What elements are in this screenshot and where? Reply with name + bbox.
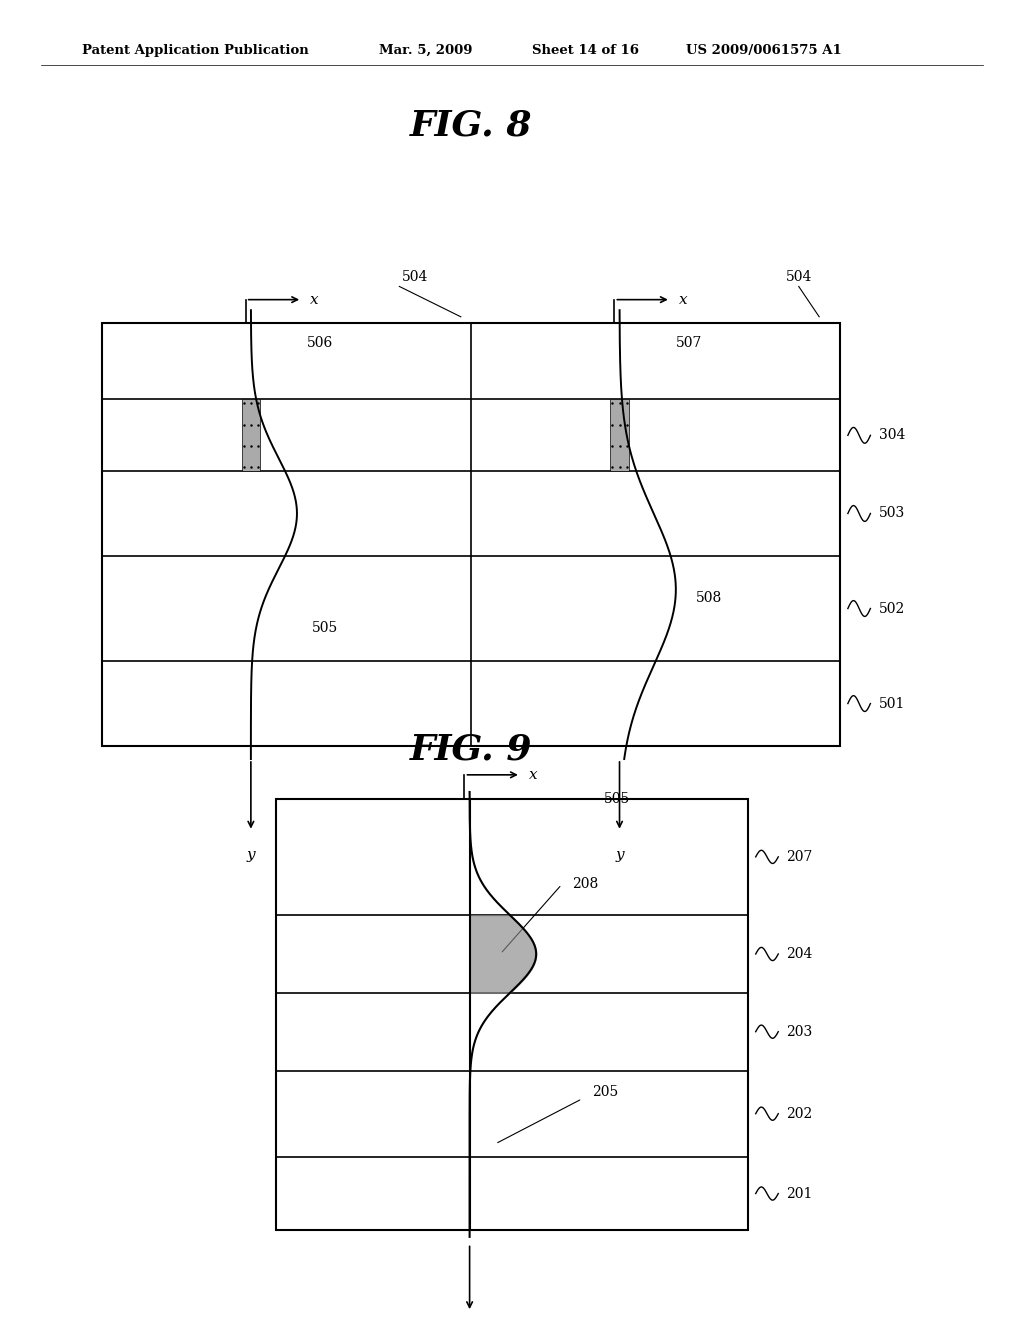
Text: 505: 505: [312, 620, 339, 635]
Text: 504: 504: [401, 271, 428, 284]
Text: x: x: [679, 293, 687, 306]
Text: 201: 201: [786, 1187, 813, 1201]
Text: FIG. 9: FIG. 9: [410, 733, 532, 767]
Text: y: y: [247, 849, 255, 862]
Text: US 2009/0061575 A1: US 2009/0061575 A1: [686, 44, 842, 57]
Bar: [276, 799, 748, 1230]
Text: 505: 505: [604, 792, 631, 805]
Text: 304: 304: [879, 428, 905, 442]
Bar: [102, 323, 840, 746]
Text: 203: 203: [786, 1024, 813, 1039]
Text: x: x: [529, 768, 538, 781]
Text: Sheet 14 of 16: Sheet 14 of 16: [532, 44, 639, 57]
Text: 208: 208: [572, 878, 598, 891]
Text: 202: 202: [786, 1106, 813, 1121]
Bar: [610, 400, 629, 471]
Text: 205: 205: [593, 1085, 618, 1100]
Text: x: x: [310, 293, 318, 306]
Text: Mar. 5, 2009: Mar. 5, 2009: [379, 44, 472, 57]
Text: 504: 504: [785, 271, 812, 284]
Text: Patent Application Publication: Patent Application Publication: [82, 44, 308, 57]
Text: 503: 503: [879, 507, 905, 520]
Text: FIG. 8: FIG. 8: [410, 108, 532, 143]
Text: 502: 502: [879, 602, 905, 615]
Bar: [242, 400, 260, 471]
Text: y: y: [615, 849, 624, 862]
Text: 501: 501: [879, 697, 905, 710]
Text: 507: 507: [676, 337, 702, 350]
Text: 508: 508: [696, 591, 723, 605]
Text: 207: 207: [786, 850, 813, 863]
Text: 506: 506: [307, 337, 334, 350]
Text: 204: 204: [786, 946, 813, 961]
